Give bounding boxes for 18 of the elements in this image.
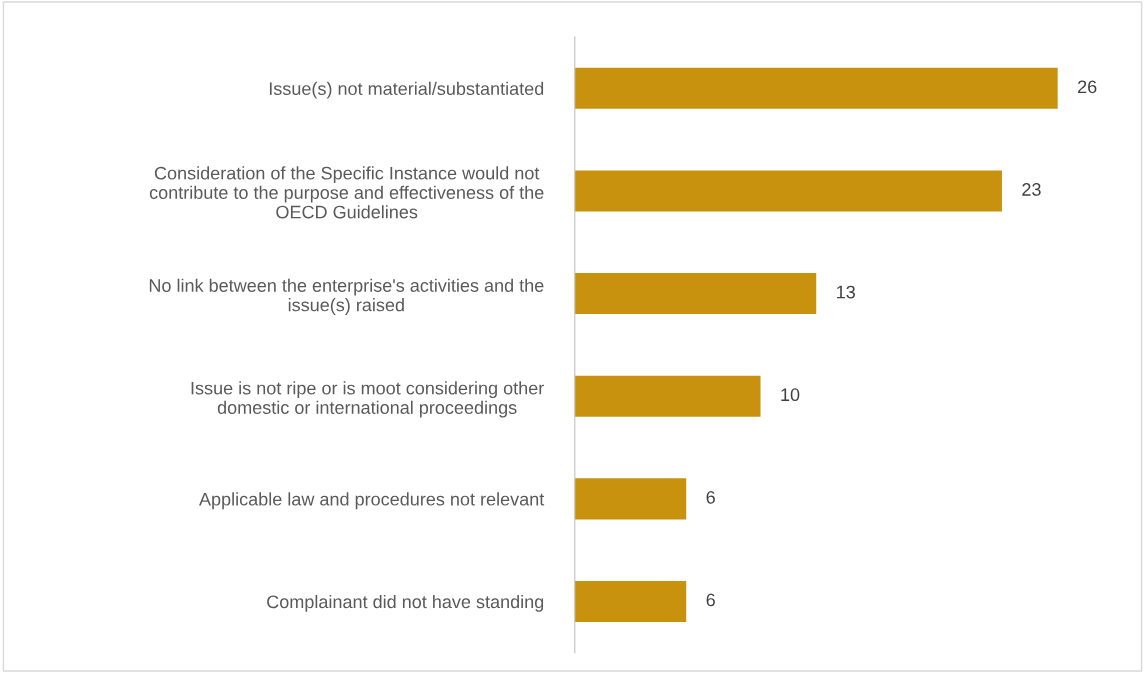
data-label: 13 bbox=[837, 285, 855, 299]
y-tick-label: Complainant did not have standing bbox=[267, 594, 544, 612]
data-label: 26 bbox=[1078, 80, 1097, 94]
data-label: 10 bbox=[781, 388, 800, 402]
y-tick-label: Applicable law and procedures not relevant bbox=[199, 492, 545, 510]
bar bbox=[574, 170, 1002, 212]
y-tick-label: Issue(s) not material/substantiated bbox=[269, 81, 544, 99]
bar bbox=[574, 375, 761, 417]
data-label: 23 bbox=[1022, 183, 1041, 196]
bar bbox=[574, 273, 817, 315]
bar bbox=[574, 67, 1058, 109]
bar bbox=[574, 580, 687, 623]
y-tick-label: Consideration of the Specific Instance would not contribute to the purpose and effectiveness of the OECD Guidelines bbox=[149, 166, 544, 219]
data-label: 6 bbox=[706, 490, 715, 504]
y-tick-label: No link between the enterprise's activities and the issue(s) raised bbox=[149, 278, 544, 315]
y-tick-label: Issue is not ripe or is moot considering other domestic or international proceedings bbox=[191, 381, 544, 418]
data-label: 6 bbox=[706, 593, 715, 607]
bar bbox=[574, 478, 687, 520]
